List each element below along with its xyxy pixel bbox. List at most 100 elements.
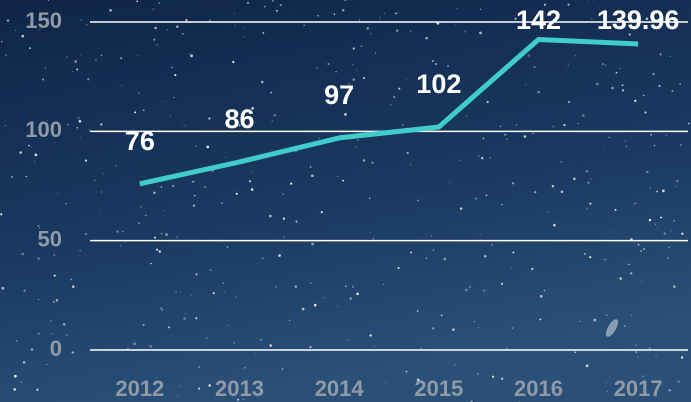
star [584, 253, 586, 255]
star [675, 186, 676, 187]
star [524, 135, 527, 138]
star [295, 285, 297, 287]
star [304, 25, 305, 26]
star [28, 145, 30, 147]
star [315, 339, 316, 340]
star [15, 30, 16, 31]
star [487, 101, 489, 103]
star [421, 236, 422, 237]
star [56, 299, 58, 301]
star [138, 222, 140, 224]
star [547, 211, 549, 213]
star [662, 190, 665, 193]
star [289, 14, 290, 15]
star [120, 245, 121, 246]
star [109, 9, 112, 12]
star [481, 157, 483, 159]
star [504, 134, 506, 136]
star [21, 253, 24, 256]
star [431, 160, 432, 161]
star [189, 53, 190, 54]
star [270, 92, 272, 94]
star [105, 351, 106, 352]
star [622, 84, 624, 86]
star [244, 28, 245, 29]
x-tick-label: 2016 [514, 376, 563, 401]
star [38, 333, 39, 334]
star [11, 176, 13, 178]
star [206, 146, 209, 149]
star [72, 285, 74, 287]
star [225, 157, 226, 158]
star [579, 321, 580, 322]
y-tick-label: 0 [50, 336, 62, 361]
star [38, 299, 39, 300]
star [100, 213, 101, 214]
star [649, 187, 651, 189]
star [276, 10, 278, 12]
star [594, 319, 596, 321]
star [72, 351, 74, 353]
star [283, 194, 284, 195]
star [655, 224, 656, 225]
star [280, 4, 282, 6]
star [630, 272, 632, 274]
star [283, 237, 284, 238]
star [272, 0, 274, 2]
star [484, 255, 486, 257]
star [180, 292, 181, 293]
star [208, 384, 210, 386]
star [152, 8, 154, 10]
star [405, 269, 406, 270]
star [193, 204, 195, 206]
star [431, 235, 432, 236]
star [80, 55, 81, 56]
star [234, 25, 235, 26]
star [171, 67, 173, 69]
star [407, 261, 408, 262]
star [474, 321, 475, 322]
star [16, 340, 17, 341]
star [190, 55, 193, 58]
star [469, 286, 471, 288]
star [95, 59, 97, 61]
star [89, 129, 91, 131]
star [311, 242, 314, 245]
star [19, 151, 22, 154]
star [352, 64, 353, 65]
star [544, 290, 545, 291]
star [634, 202, 636, 204]
star [156, 44, 158, 46]
star [344, 370, 345, 371]
star [622, 89, 624, 91]
star [36, 389, 38, 391]
star [29, 47, 31, 49]
y-tick-label: 150 [25, 8, 62, 33]
star [345, 285, 347, 287]
star [442, 26, 443, 27]
star [57, 193, 58, 194]
star [1, 41, 2, 42]
star [563, 124, 565, 126]
star [539, 319, 541, 321]
star [172, 185, 174, 187]
star [532, 133, 534, 135]
star [480, 234, 481, 235]
star [417, 310, 419, 312]
star [640, 250, 642, 252]
star [54, 254, 56, 256]
star [501, 204, 502, 205]
star [410, 30, 412, 32]
star [491, 244, 492, 245]
star [406, 152, 408, 154]
star [449, 182, 450, 183]
star [667, 257, 669, 259]
star [261, 81, 264, 84]
star [228, 167, 229, 168]
star [454, 364, 456, 366]
star [247, 2, 249, 4]
data-label: 142 [516, 5, 561, 35]
star [337, 305, 338, 306]
star [655, 356, 656, 357]
star [54, 142, 55, 143]
